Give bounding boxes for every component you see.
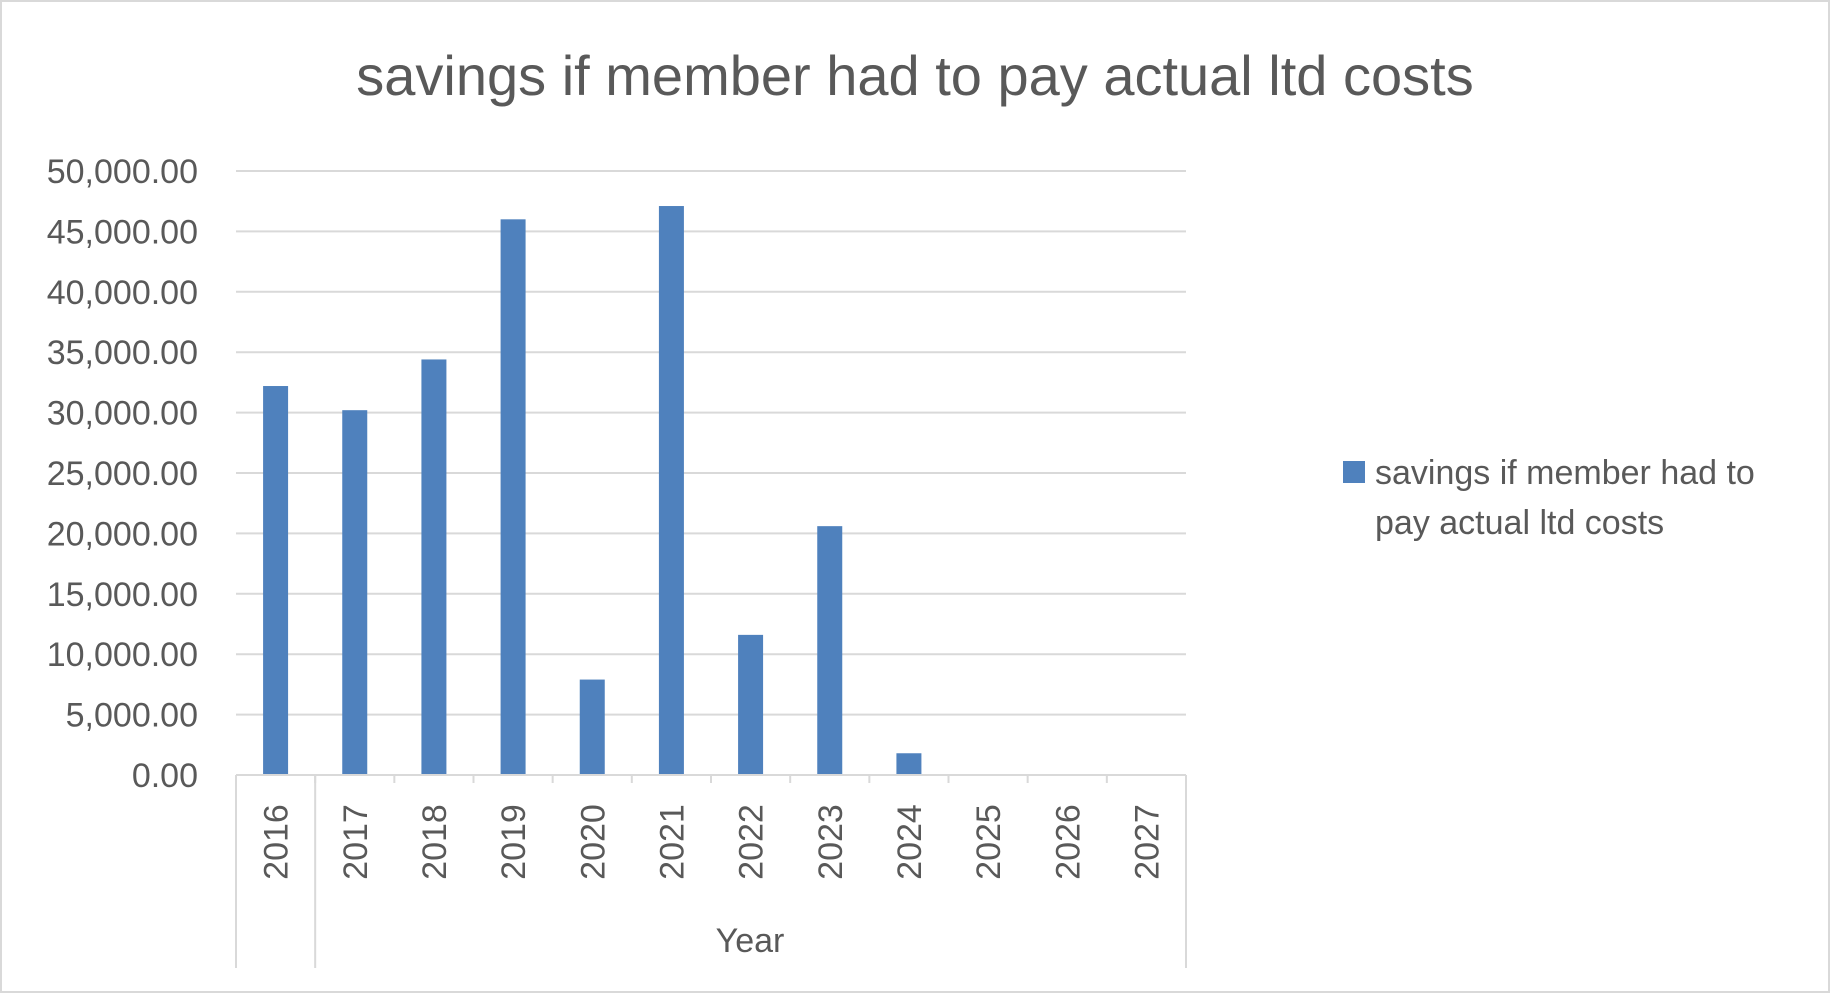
x-tick-label: 2024 xyxy=(891,804,929,880)
x-axis-title: Year xyxy=(716,922,785,960)
y-tick-label: 20,000.00 xyxy=(47,515,198,553)
x-tick-label: 2017 xyxy=(337,804,375,880)
legend-label-line-1: savings if member had to xyxy=(1375,454,1755,492)
y-tick-label: 25,000.00 xyxy=(47,455,198,493)
y-axis-tick-labels: 0.00 5,000.00 10,000.00 15,000.00 20,000.00 2… xyxy=(47,153,198,795)
x-tick-label: 2022 xyxy=(733,804,771,880)
x-tick-label: 2027 xyxy=(1128,804,1166,880)
y-tick-label: 5,000.00 xyxy=(66,697,198,735)
bar-2020[interactable] xyxy=(579,679,605,775)
x-tick-label: 2026 xyxy=(1049,804,1087,880)
y-tick-label: 30,000.00 xyxy=(47,395,198,433)
bars xyxy=(263,206,922,776)
bar-2019[interactable] xyxy=(500,219,526,775)
bar-2016[interactable] xyxy=(263,386,289,775)
bar-2021[interactable] xyxy=(658,206,684,776)
legend-label-line-2: pay actual ltd costs xyxy=(1375,504,1664,542)
x-tick-label: 2019 xyxy=(495,804,533,880)
legend[interactable]: savings if member had to pay actual ltd … xyxy=(1343,454,1755,542)
legend-swatch-icon xyxy=(1343,461,1365,483)
x-tick-label: 2021 xyxy=(653,804,691,880)
x-tick-label: 2020 xyxy=(574,804,612,880)
y-tick-label: 50,000.00 xyxy=(47,153,198,191)
x-tick-label: 2018 xyxy=(416,804,454,880)
y-tick-label: 45,000.00 xyxy=(47,213,198,251)
bar-2024[interactable] xyxy=(896,753,922,775)
bar-2017[interactable] xyxy=(342,410,368,775)
chart-title: savings if member had to pay actual ltd … xyxy=(356,44,1473,107)
x-tick-label: 2016 xyxy=(258,804,296,880)
bar-2018[interactable] xyxy=(421,359,447,775)
y-tick-label: 40,000.00 xyxy=(47,274,198,312)
bar-2023[interactable] xyxy=(817,526,843,775)
y-tick-label: 35,000.00 xyxy=(47,334,198,372)
gridlines xyxy=(236,170,1186,716)
y-tick-label: 0.00 xyxy=(132,757,198,795)
x-tick-label: 2023 xyxy=(812,804,850,880)
y-tick-label: 10,000.00 xyxy=(47,636,198,674)
bar-2022[interactable] xyxy=(738,634,764,775)
x-axis: 2016 2017 2018 2019 2020 2021 2022 2023 2024 2025… xyxy=(235,774,1187,968)
y-tick-label: 15,000.00 xyxy=(47,576,198,614)
x-tick-label: 2025 xyxy=(970,804,1008,880)
